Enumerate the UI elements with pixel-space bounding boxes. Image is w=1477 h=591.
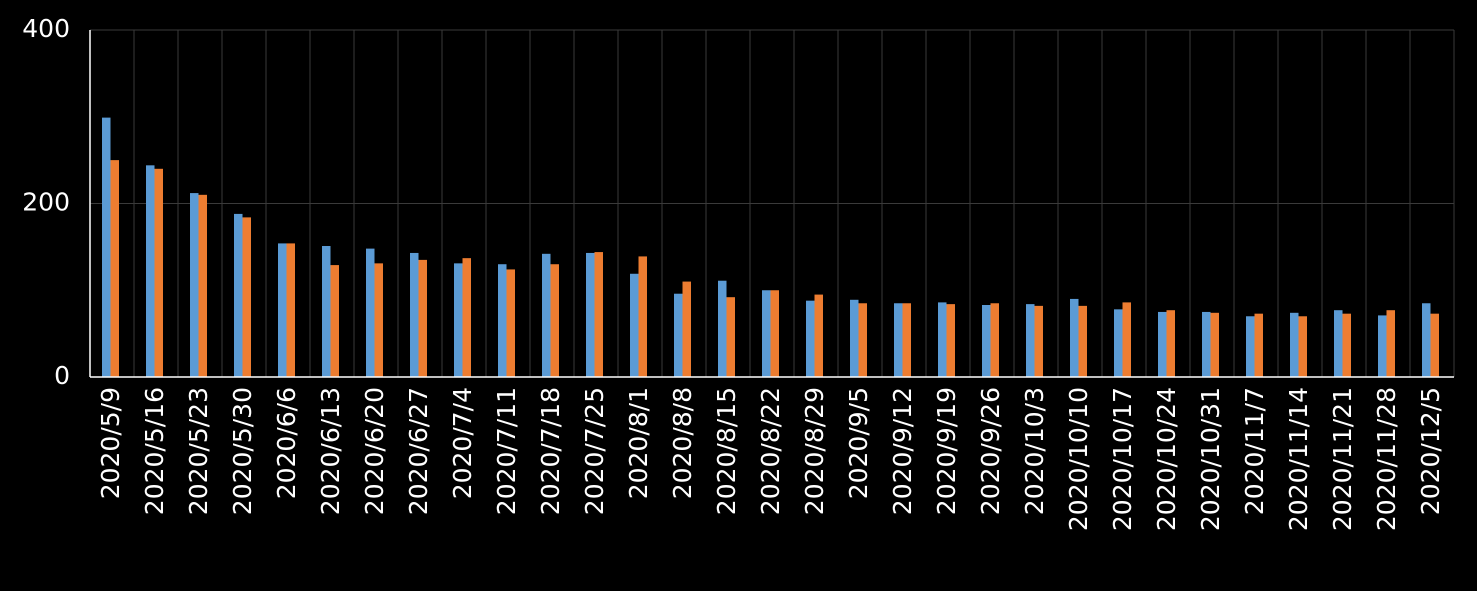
bar <box>850 299 859 377</box>
bar <box>770 290 779 377</box>
bar <box>278 243 287 377</box>
bar <box>638 256 647 377</box>
x-tick-label: 2020/9/12 <box>888 387 917 515</box>
bar <box>498 264 507 377</box>
x-tick-label: 2020/11/14 <box>1284 387 1313 531</box>
bar <box>718 280 727 377</box>
x-tick-label: 2020/11/7 <box>1240 387 1269 515</box>
x-tick-label: 2020/10/10 <box>1064 387 1093 531</box>
x-tick-label: 2020/10/3 <box>1020 387 1049 515</box>
x-tick-label: 2020/12/5 <box>1416 387 1445 515</box>
x-tick-label: 2020/10/31 <box>1196 387 1225 531</box>
bar <box>1378 315 1387 377</box>
x-tick-label: 2020/7/18 <box>536 387 565 515</box>
x-tick-label: 2020/9/19 <box>932 387 961 515</box>
bar <box>726 297 735 377</box>
bar <box>462 258 471 377</box>
x-tick-label: 2020/11/21 <box>1328 387 1357 531</box>
bar <box>454 263 463 377</box>
x-tick-label: 2020/5/23 <box>184 387 213 515</box>
bar <box>1246 316 1255 377</box>
x-tick-label: 2020/5/9 <box>96 387 125 499</box>
bar <box>674 293 683 377</box>
bar <box>594 252 603 377</box>
x-tick-label: 2020/6/6 <box>272 387 301 499</box>
bar <box>1078 305 1087 377</box>
bar <box>330 265 339 377</box>
x-tick-label: 2020/7/25 <box>580 387 609 515</box>
x-tick-label: 2020/8/8 <box>668 387 697 499</box>
x-tick-label: 2020/11/28 <box>1372 387 1401 531</box>
bar <box>682 281 691 377</box>
bar <box>1158 311 1167 377</box>
y-tick-label: 0 <box>54 361 70 390</box>
x-tick-label: 2020/10/24 <box>1152 387 1181 531</box>
bar <box>1342 313 1351 377</box>
bar <box>982 304 991 377</box>
bar <box>374 263 383 377</box>
bar <box>1386 310 1395 377</box>
bar <box>1026 304 1035 377</box>
y-tick-label: 200 <box>22 188 70 217</box>
bar <box>366 248 375 377</box>
x-tick-label: 2020/8/15 <box>712 387 741 515</box>
bar <box>902 303 911 377</box>
bar <box>542 253 551 377</box>
y-tick-label: 400 <box>22 14 70 43</box>
bar <box>814 294 823 377</box>
bar <box>586 252 595 377</box>
bar <box>1070 298 1079 377</box>
bar <box>418 259 427 377</box>
bar <box>858 303 867 377</box>
x-tick-label: 2020/8/29 <box>800 387 829 515</box>
bar <box>506 269 515 377</box>
bar <box>154 168 163 377</box>
x-tick-label: 2020/5/16 <box>140 387 169 515</box>
x-tick-label: 2020/6/27 <box>404 387 433 515</box>
bar <box>322 246 331 377</box>
bar <box>286 243 295 377</box>
x-tick-label: 2020/5/30 <box>228 387 257 515</box>
bar <box>806 300 815 377</box>
bar <box>410 252 419 377</box>
bar <box>102 117 111 378</box>
x-tick-label: 2020/8/22 <box>756 387 785 515</box>
bar <box>1422 303 1431 377</box>
bar <box>198 194 207 377</box>
bar <box>1122 302 1131 377</box>
x-tick-label: 2020/6/13 <box>316 387 345 515</box>
x-tick-label: 2020/8/1 <box>624 387 653 499</box>
x-tick-label: 2020/9/5 <box>844 387 873 499</box>
bar <box>190 193 199 377</box>
bar <box>1114 309 1123 377</box>
bar <box>990 303 999 377</box>
x-tick-label: 2020/6/20 <box>360 387 389 515</box>
bar <box>1202 311 1211 377</box>
bar <box>1430 313 1439 377</box>
bar <box>1334 310 1343 377</box>
bar <box>1210 312 1219 377</box>
bar <box>894 303 903 377</box>
bar <box>1034 305 1043 377</box>
bar <box>1166 310 1175 377</box>
x-tick-label: 2020/10/17 <box>1108 387 1137 531</box>
bar <box>1298 316 1307 377</box>
bar <box>762 290 771 377</box>
bar <box>242 217 251 377</box>
x-tick-label: 2020/7/4 <box>448 387 477 499</box>
x-tick-label: 2020/9/26 <box>976 387 1005 515</box>
bar <box>234 213 243 377</box>
bar <box>1254 313 1263 377</box>
bar <box>146 165 155 377</box>
bar <box>946 304 955 377</box>
bar <box>938 302 947 377</box>
bar <box>110 160 119 377</box>
bar <box>550 264 559 377</box>
x-tick-label: 2020/7/11 <box>492 387 521 515</box>
bar <box>630 273 639 377</box>
bar <box>1290 312 1299 377</box>
